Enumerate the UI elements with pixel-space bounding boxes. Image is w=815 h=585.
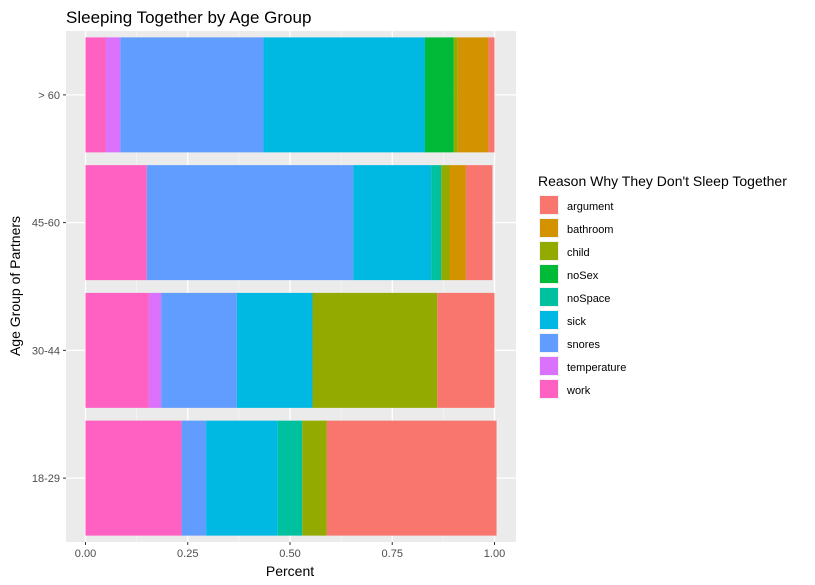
bar-segment-argument [465,165,493,281]
bar-segment-child [453,37,458,153]
legend-label-noSex: noSex [567,270,599,282]
legend-key-bathroom [540,219,558,237]
legend-key-noSex [540,265,558,283]
y-tick-label: 30-44 [32,345,60,357]
legend-label-bathroom: bathroom [567,224,613,236]
bar-segment-temperature [148,292,162,408]
bar-segment-snores [120,37,264,153]
bar-segment-bathroom [457,37,489,153]
legend-label-work: work [566,385,591,397]
legend-key-sick [540,311,558,329]
x-tick-label: 1.00 [484,548,505,560]
bar-segment-noSpace [277,420,303,536]
x-tick-label: 0.00 [75,548,96,560]
legend-label-sick: sick [567,316,586,328]
x-tick-label: 0.75 [382,548,403,560]
bar-segment-snores [181,420,207,536]
legend-label-child: child [567,247,590,259]
legend-label-snores: snores [567,339,601,351]
legend-key-child [540,242,558,260]
bar-segment-snores [146,165,354,281]
bar-segment-sick [263,37,425,153]
bar-segment-argument [488,37,495,153]
bar-segment-work [85,292,149,408]
bar-segment-argument [437,292,495,408]
bar-segment-sick [236,292,313,408]
bar-segment-work [85,37,106,153]
legend: argument bathroom child noSex noSpace sick sno… [539,195,626,399]
x-axis-title: Percent [266,563,314,579]
legend-label-temperature: temperature [567,362,626,374]
legend-title: Reason Why They Don't Sleep Together [538,173,787,189]
bar-segment-child [312,292,438,408]
bar-segment-child [302,420,327,536]
bar-segment-sick [353,165,432,281]
bar-segment-snores [161,292,237,408]
legend-key-snores [540,334,558,352]
y-axis-ticks: 18-29 30-44 45-60 > 60 [32,90,66,485]
x-tick-label: 0.50 [279,548,300,560]
chart-title: Sleeping Together by Age Group [66,8,311,27]
y-tick-label: 45-60 [32,218,60,230]
bars [85,37,497,536]
bar-segment-sick [206,420,278,536]
bar-segment-temperature [105,37,121,153]
legend-key-noSpace [540,288,558,306]
x-axis-ticks: 0.00 0.25 0.50 0.75 1.00 [75,542,505,560]
y-tick-label: > 60 [38,90,60,102]
bar-segment-noSpace [431,165,442,281]
y-tick-label: 18-29 [32,473,60,485]
legend-key-argument [540,196,558,214]
legend-label-noSpace: noSpace [567,293,610,305]
bar-segment-argument [326,420,497,536]
legend-key-work [540,380,558,398]
legend-key-temperature [540,357,558,375]
bar-segment-noSex [424,37,454,153]
y-axis-title: Age Group of Partners [7,216,23,356]
x-tick-label: 0.25 [177,548,198,560]
bar-segment-bathroom [449,165,466,281]
bar-segment-work [85,420,182,536]
bar-segment-work [85,165,147,281]
bar-segment-child [441,165,450,281]
legend-label-argument: argument [567,201,613,213]
